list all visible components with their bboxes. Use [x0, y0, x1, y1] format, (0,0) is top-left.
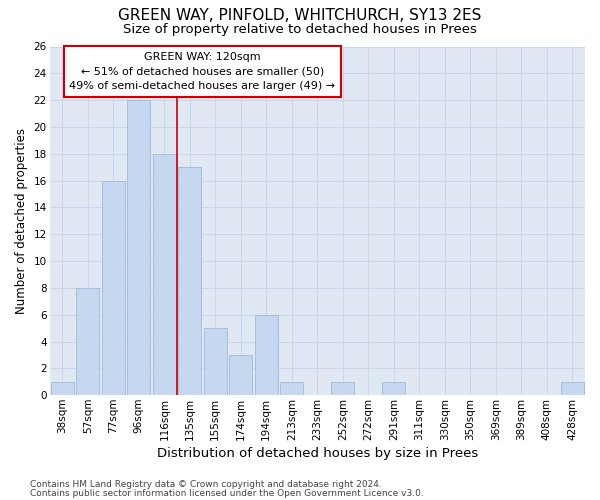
Bar	[178, 167, 201, 395]
Text: GREEN WAY, PINFOLD, WHITCHURCH, SY13 2ES: GREEN WAY, PINFOLD, WHITCHURCH, SY13 2ES	[118, 8, 482, 22]
Bar	[76, 288, 100, 395]
Y-axis label: Number of detached properties: Number of detached properties	[15, 128, 28, 314]
Bar	[229, 355, 252, 395]
Bar	[561, 382, 584, 395]
Bar	[102, 180, 125, 395]
X-axis label: Distribution of detached houses by size in Prees: Distribution of detached houses by size …	[157, 447, 478, 460]
Bar	[331, 382, 354, 395]
Text: Contains HM Land Registry data © Crown copyright and database right 2024.: Contains HM Land Registry data © Crown c…	[30, 480, 382, 489]
Bar	[382, 382, 405, 395]
Bar	[280, 382, 303, 395]
Text: Contains public sector information licensed under the Open Government Licence v3: Contains public sector information licen…	[30, 488, 424, 498]
Bar	[204, 328, 227, 395]
Text: GREEN WAY: 120sqm
← 51% of detached houses are smaller (50)
49% of semi-detached: GREEN WAY: 120sqm ← 51% of detached hous…	[69, 52, 335, 92]
Text: Size of property relative to detached houses in Prees: Size of property relative to detached ho…	[123, 22, 477, 36]
Bar	[153, 154, 176, 395]
Bar	[255, 314, 278, 395]
Bar	[127, 100, 150, 395]
Bar	[51, 382, 74, 395]
